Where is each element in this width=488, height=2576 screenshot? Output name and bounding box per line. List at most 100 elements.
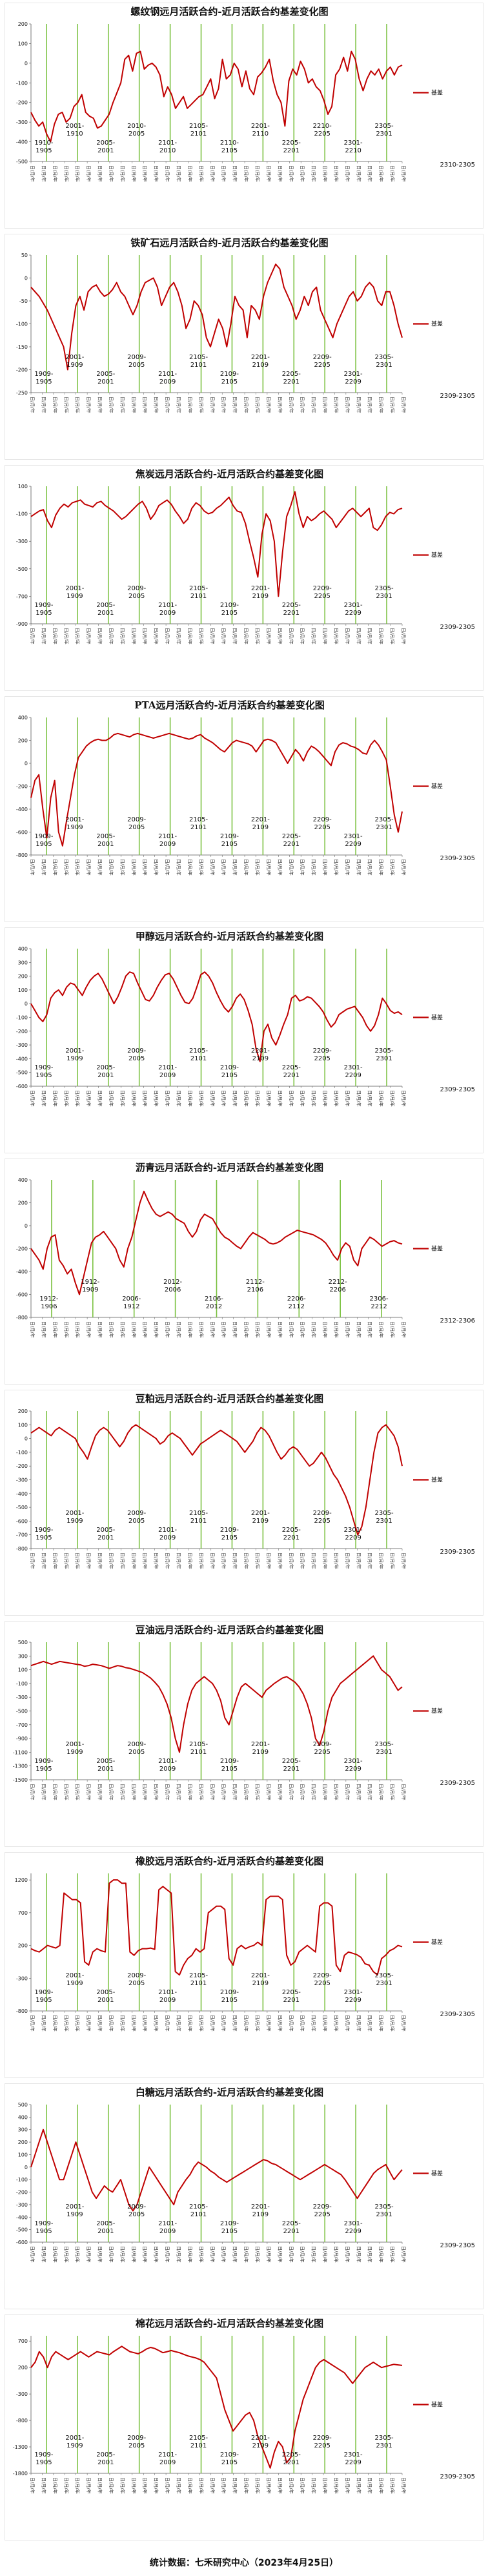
chart-title: PTA远月活跃合约-近月活跃合约基差变化图 (134, 699, 325, 711)
x-tick-label: 日/月/年 (356, 859, 361, 876)
x-tick-label: 日/月/年 (86, 2015, 92, 2032)
contract-span-label: 2109-2105 (220, 833, 239, 848)
x-tick-label: 日/月/年 (254, 1552, 260, 1569)
x-tick-label: 日/月/年 (356, 1090, 361, 1107)
x-tick-label: 日/月/年 (108, 859, 114, 876)
x-tick-label: 日/月/年 (52, 1321, 58, 1338)
x-tick-label: 日/月/年 (52, 2246, 58, 2263)
contract-span-label: 2105-2101 (189, 354, 208, 369)
x-tick-label: 日/月/年 (131, 165, 137, 182)
x-tick-label: 日/月/年 (367, 1321, 373, 1338)
x-tick-label: 日/月/年 (401, 1321, 407, 1338)
chart-svg: 沥青远月活跃合约-近月活跃合约基差变化图 400 200 0 -200 -400 -600 -… (16, 1162, 475, 1338)
x-tick-label: 日/月/年 (30, 1784, 36, 1800)
x-tick-label: 日/月/年 (165, 1552, 170, 1569)
contract-span-label: 1912-1906 (39, 1295, 58, 1310)
x-tick-label: 日/月/年 (254, 628, 260, 644)
contract-span-label: 2005-2001 (96, 833, 115, 848)
x-tick-label: 日/月/年 (356, 2015, 361, 2032)
contract-span-label: 2001-1910 (65, 123, 84, 138)
contract-span-label: 2106-2012 (205, 1295, 223, 1310)
x-tick-label: 日/月/年 (41, 628, 46, 644)
y-tick-label: -600 (16, 2240, 28, 2245)
x-tick-label: 日/月/年 (131, 1552, 137, 1569)
x-tick-label: 日/月/年 (333, 859, 339, 876)
x-tick-label: 日/月/年 (142, 628, 148, 644)
contract-span-label: 2105-2101 (189, 2203, 208, 2218)
legend-label: 基差 (431, 1476, 443, 1484)
x-tick-label: 日/月/年 (63, 628, 69, 644)
x-tick-label: 日/月/年 (187, 1090, 193, 1107)
x-tick-label: 日/月/年 (63, 1321, 69, 1338)
contract-span-label: 2205-2201 (282, 2220, 301, 2235)
x-tick-label: 日/月/年 (300, 859, 305, 876)
x-tick-label: 日/月/年 (41, 2015, 46, 2032)
contract-span-label: 2209-2205 (313, 816, 332, 831)
x-tick-label: 日/月/年 (52, 859, 58, 876)
x-tick-label: 日/月/年 (277, 1552, 283, 1569)
range-label: 2309-2305 (440, 2473, 475, 2480)
y-tick-label: -700 (16, 1532, 28, 1538)
y-tick-label: 400 (18, 946, 28, 952)
x-tick-label: 日/月/年 (378, 1321, 384, 1338)
contract-span-label: 2301-2209 (344, 1989, 363, 2004)
x-tick-label: 日/月/年 (176, 859, 182, 876)
y-tick-label: -300 (16, 539, 28, 544)
contract-span-label: 2101-2009 (158, 371, 177, 386)
x-tick-label: 日/月/年 (187, 859, 193, 876)
x-tick-label: 日/月/年 (97, 2477, 103, 2494)
x-tick-label: 日/月/年 (300, 1321, 305, 1338)
x-tick-label: 日/月/年 (176, 1090, 182, 1107)
legend-label: 基差 (431, 2401, 443, 2409)
x-tick-label: 日/月/年 (232, 1321, 238, 1338)
x-tick-label: 日/月/年 (75, 397, 81, 413)
contract-span-label: 2009-2005 (127, 1047, 146, 1062)
x-tick-label: 日/月/年 (378, 1784, 384, 1800)
contract-span-label: 2305-2301 (375, 2435, 394, 2449)
contract-span-label: 2305-2301 (375, 1972, 394, 1987)
x-tick-label: 日/月/年 (176, 1552, 182, 1569)
x-tick-label: 日/月/年 (232, 1784, 238, 1800)
x-tick-label: 日/月/年 (390, 1321, 396, 1338)
contract-span-label: 2101-2009 (158, 1064, 177, 1079)
x-tick-label: 日/月/年 (345, 2246, 351, 2263)
x-tick-label: 日/月/年 (367, 165, 373, 182)
x-tick-label: 日/月/年 (378, 628, 384, 644)
x-tick-label: 日/月/年 (52, 628, 58, 644)
x-tick-label: 日/月/年 (333, 1321, 339, 1338)
chart-title: 螺纹钢远月活跃合约-近月活跃合约基差变化图 (130, 6, 328, 17)
y-tick-label: -1100 (13, 1749, 28, 1755)
range-label: 2309-2305 (440, 2011, 475, 2018)
y-tick-label: -600 (16, 830, 28, 836)
x-tick-label: 日/月/年 (378, 2477, 384, 2494)
contract-span-label: 2009-2005 (127, 1741, 146, 1756)
contract-span-label: 2006-1912 (122, 1295, 141, 1310)
x-tick-label: 日/月/年 (165, 2015, 170, 2032)
x-tick-label: 日/月/年 (154, 2015, 159, 2032)
y-tick-label: -200 (16, 367, 28, 373)
contract-span-label: 2205-2201 (282, 139, 301, 154)
x-tick-label: 日/月/年 (356, 1321, 361, 1338)
chart-panel: 焦炭远月活跃合约-近月活跃合约基差变化图 100 -100 -300 -500 -700 -… (5, 465, 483, 691)
x-tick-label: 日/月/年 (232, 1552, 238, 1569)
x-tick-label: 日/月/年 (356, 1784, 361, 1800)
x-tick-label: 日/月/年 (333, 2477, 339, 2494)
x-tick-label: 日/月/年 (221, 2015, 227, 2032)
y-tick-label: -500 (16, 2227, 28, 2233)
chart-svg: 豆粕远月活跃合约-近月活跃合约基差变化图 200 100 0 -100 -200 -300 -… (16, 1393, 475, 1569)
x-tick-label: 日/月/年 (345, 2015, 351, 2032)
contract-span-label: 2001-1909 (65, 1047, 84, 1062)
y-tick-label: 100 (18, 987, 28, 993)
x-tick-label: 日/月/年 (154, 1784, 159, 1800)
y-tick-label: -300 (16, 119, 28, 125)
x-tick-label: 日/月/年 (333, 2015, 339, 2032)
x-tick-label: 日/月/年 (108, 2246, 114, 2263)
contract-span-label: 2005-2001 (96, 2220, 115, 2235)
contract-span-label: 2301-2209 (344, 371, 363, 386)
x-tick-label: 日/月/年 (119, 859, 125, 876)
x-tick-label: 日/月/年 (30, 397, 36, 413)
x-tick-label: 日/月/年 (367, 1090, 373, 1107)
y-tick-label: -700 (16, 1722, 28, 1728)
x-tick-label: 日/月/年 (210, 2015, 216, 2032)
